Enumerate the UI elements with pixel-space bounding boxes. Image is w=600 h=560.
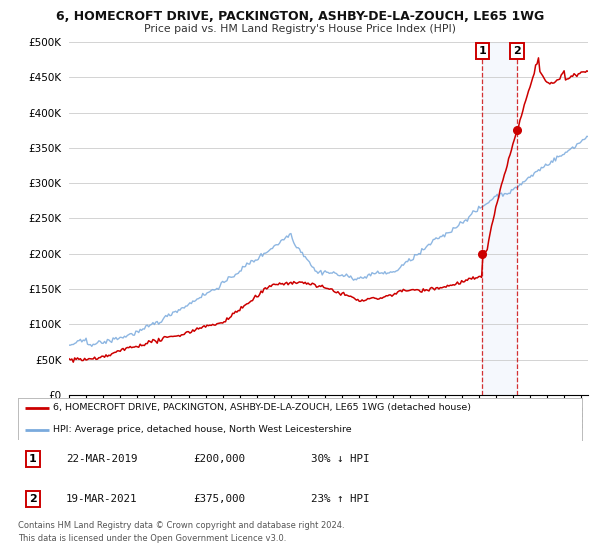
Text: 23% ↑ HPI: 23% ↑ HPI: [311, 494, 370, 504]
Text: 30% ↓ HPI: 30% ↓ HPI: [311, 454, 370, 464]
Text: £200,000: £200,000: [193, 454, 245, 464]
Text: 6, HOMECROFT DRIVE, PACKINGTON, ASHBY-DE-LA-ZOUCH, LE65 1WG (detached house): 6, HOMECROFT DRIVE, PACKINGTON, ASHBY-DE…: [53, 403, 471, 412]
Text: 1: 1: [29, 454, 37, 464]
Text: 1: 1: [479, 46, 487, 56]
Text: 6, HOMECROFT DRIVE, PACKINGTON, ASHBY-DE-LA-ZOUCH, LE65 1WG: 6, HOMECROFT DRIVE, PACKINGTON, ASHBY-DE…: [56, 10, 544, 23]
Text: HPI: Average price, detached house, North West Leicestershire: HPI: Average price, detached house, Nort…: [53, 426, 352, 435]
Text: Price paid vs. HM Land Registry's House Price Index (HPI): Price paid vs. HM Land Registry's House …: [144, 24, 456, 34]
Text: £375,000: £375,000: [193, 494, 245, 504]
Text: 19-MAR-2021: 19-MAR-2021: [66, 494, 137, 504]
Text: 2: 2: [513, 46, 521, 56]
Bar: [482, 42, 517, 395]
Text: Contains HM Land Registry data © Crown copyright and database right 2024.
This d: Contains HM Land Registry data © Crown c…: [18, 521, 344, 543]
Text: 22-MAR-2019: 22-MAR-2019: [66, 454, 137, 464]
Text: 2: 2: [29, 494, 37, 504]
